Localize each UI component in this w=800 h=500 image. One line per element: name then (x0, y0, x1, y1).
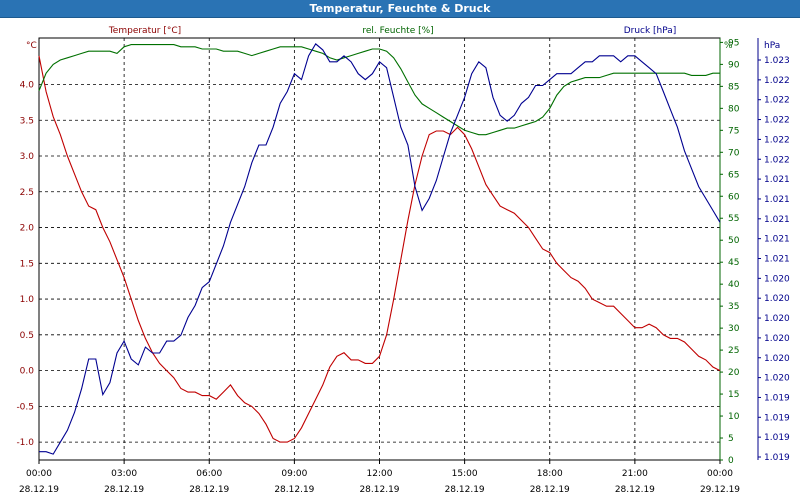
right2-tick-label: 1.021 (764, 175, 790, 185)
x-date-label: 28.12.19 (104, 485, 144, 495)
right1-tick-label: 90 (728, 60, 740, 70)
right1-tick-label: 60 (728, 192, 740, 202)
right2-tick-label: 1.022 (764, 76, 790, 86)
x-time-label: 15:00 (452, 469, 478, 479)
right2-tick-label: 1.022 (764, 135, 790, 145)
right1-tick-label: 50 (728, 236, 740, 246)
x-time-label: 00:00 (26, 469, 52, 479)
axis-labels: -1.0 -0.5 0.0 0.5 1.0 1.5 2.0 2.5 3.0 3.5 4.0 00:00… (16, 26, 790, 495)
right2-tick-label: 1.021 (764, 235, 790, 245)
x-date-label: 28.12.19 (19, 485, 59, 495)
right2-tick-label: 1.022 (764, 155, 790, 165)
right2-tick-label: 1.019 (764, 453, 790, 463)
right1-tick-label: 5 (728, 434, 734, 444)
right1-tick-label: 70 (728, 148, 740, 158)
x-time-label: 09:00 (281, 469, 307, 479)
right1-tick-label: 95 (728, 38, 739, 48)
x-time-label: 12:00 (367, 469, 393, 479)
x-date-label: 28.12.19 (274, 485, 314, 495)
grid-lines (39, 38, 720, 460)
left-axis-unit: °C (26, 41, 37, 51)
left-tick-label: -0.5 (16, 402, 34, 412)
right1-tick-label: 45 (728, 258, 739, 268)
left-tick-label: 0.0 (20, 367, 35, 377)
right1-tick-label: 0 (728, 456, 734, 466)
x-time-label: 00:00 (707, 469, 733, 479)
axes (38, 37, 761, 464)
left-tick-label: 2.5 (20, 188, 34, 198)
right2-tick-label: 1.021 (764, 215, 790, 225)
x-date-label: 28.12.19 (530, 485, 570, 495)
x-date-label: 29.12.19 (700, 485, 740, 495)
left-tick-label: 3.5 (20, 116, 34, 126)
right2-tick-label: 1.020 (764, 294, 790, 304)
right2-tick-label: 1.020 (764, 334, 790, 344)
left-tick-label: 0.5 (20, 331, 34, 341)
right2-tick-label: 1.019 (764, 433, 790, 443)
right2-axis-title: Druck [hPa] (624, 26, 677, 36)
left-tick-label: 2.0 (20, 224, 35, 234)
pressure-line (39, 43, 721, 455)
right2-tick-label: 1.019 (764, 413, 790, 423)
right1-tick-label: 55 (728, 214, 739, 224)
right1-tick-label: 35 (728, 302, 739, 312)
x-date-label: 28.12.19 (445, 485, 485, 495)
left-tick-label: 1.0 (20, 295, 35, 305)
right1-tick-label: 10 (728, 412, 740, 422)
right1-tick-label: 15 (728, 390, 739, 400)
right2-tick-label: 1.019 (764, 393, 790, 403)
right2-tick-label: 1.021 (764, 195, 790, 205)
humidity-line (38, 44, 720, 136)
right2-tick-label: 1.022 (764, 96, 790, 106)
right2-tick-label: 1.023 (764, 56, 790, 66)
right2-tick-label: 1.020 (764, 374, 790, 384)
right2-tick-label: 1.020 (764, 314, 790, 324)
right1-tick-label: 75 (728, 126, 739, 136)
left-tick-label: 4.0 (20, 80, 35, 90)
right1-tick-label: 30 (728, 324, 740, 334)
x-date-label: 28.12.19 (189, 485, 229, 495)
left-tick-label: 3.0 (20, 152, 35, 162)
x-date-label: 28.12.19 (615, 485, 655, 495)
right1-tick-label: 80 (728, 104, 740, 114)
x-time-label: 06:00 (196, 469, 222, 479)
right1-tick-label: 65 (728, 170, 739, 180)
x-time-label: 21:00 (622, 469, 648, 479)
x-date-label: 28.12.19 (359, 485, 399, 495)
right1-tick-label: 20 (728, 368, 740, 378)
right2-tick-label: 1.020 (764, 274, 790, 284)
right2-tick-label: 1.022 (764, 116, 790, 126)
right1-axis-unit: % (724, 41, 733, 51)
window-title: Temperatur, Feuchte & Druck (0, 0, 800, 18)
right1-tick-label: 25 (728, 346, 739, 356)
x-time-label: 03:00 (111, 469, 137, 479)
right1-tick-label: 85 (728, 82, 739, 92)
right2-axis-unit: hPa (764, 41, 780, 51)
right1-tick-label: 40 (728, 280, 740, 290)
left-tick-label: 1.5 (20, 259, 34, 269)
right2-tick-label: 1.021 (764, 255, 790, 265)
right2-tick-label: 1.020 (764, 354, 790, 364)
right1-axis-title: rel. Feuchte [%] (362, 26, 433, 36)
left-axis-title: Temperatur [°C] (108, 26, 181, 36)
series-lines (38, 43, 721, 455)
x-time-label: 18:00 (537, 469, 563, 479)
left-tick-label: -1.0 (16, 438, 34, 448)
